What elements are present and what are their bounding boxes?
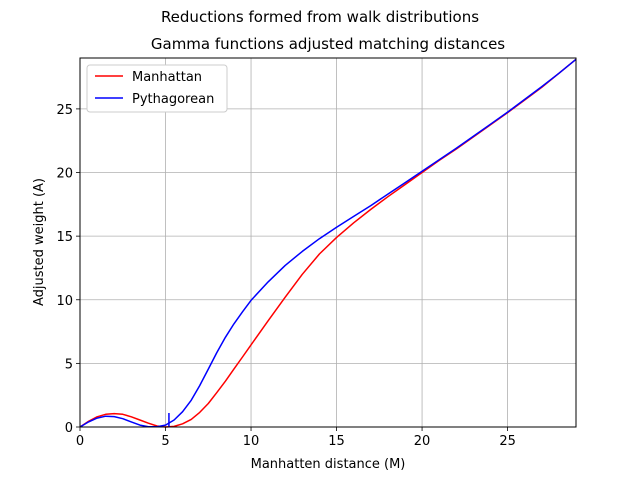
axes-background <box>80 58 576 427</box>
y-tick-label: 10 <box>56 294 73 309</box>
y-tick-label: 20 <box>56 167 73 182</box>
grid-lines <box>79 58 576 428</box>
x-tick-label: 15 <box>328 434 345 449</box>
series-line-pythagorean <box>79 58 577 428</box>
x-tick-label: 5 <box>161 434 169 449</box>
y-tick-label: 25 <box>56 103 73 118</box>
y-axis-label: Adjusted weight (A) <box>32 178 47 306</box>
figure-suptitle: Reductions formed from walk distribution… <box>161 8 479 26</box>
legend-label-pythagorean: Pythagorean <box>132 92 214 107</box>
x-tick-label: 10 <box>243 434 260 449</box>
plot-area: 0 5 10 15 20 25 0 5 10 15 20 25 <box>56 57 577 449</box>
x-axis-ticks: 0 5 10 15 20 25 <box>76 427 516 449</box>
series-lines <box>79 58 577 428</box>
x-axis-label: Manhatten distance (M) <box>251 457 406 472</box>
chart-title: Gamma functions adjusted matching distan… <box>151 35 505 53</box>
y-tick-label: 15 <box>56 230 73 245</box>
axes-frame <box>79 57 577 428</box>
y-tick-label: 5 <box>65 357 73 372</box>
x-tick-label: 20 <box>414 434 431 449</box>
y-tick-label: 0 <box>65 421 73 436</box>
x-tick-label: 25 <box>499 434 516 449</box>
legend-label-manhattan: Manhattan <box>132 70 202 85</box>
legend: Manhattan Pythagorean <box>86 64 228 113</box>
y-axis-ticks: 0 5 10 15 20 25 <box>56 103 80 436</box>
x-tick-label: 0 <box>76 434 84 449</box>
